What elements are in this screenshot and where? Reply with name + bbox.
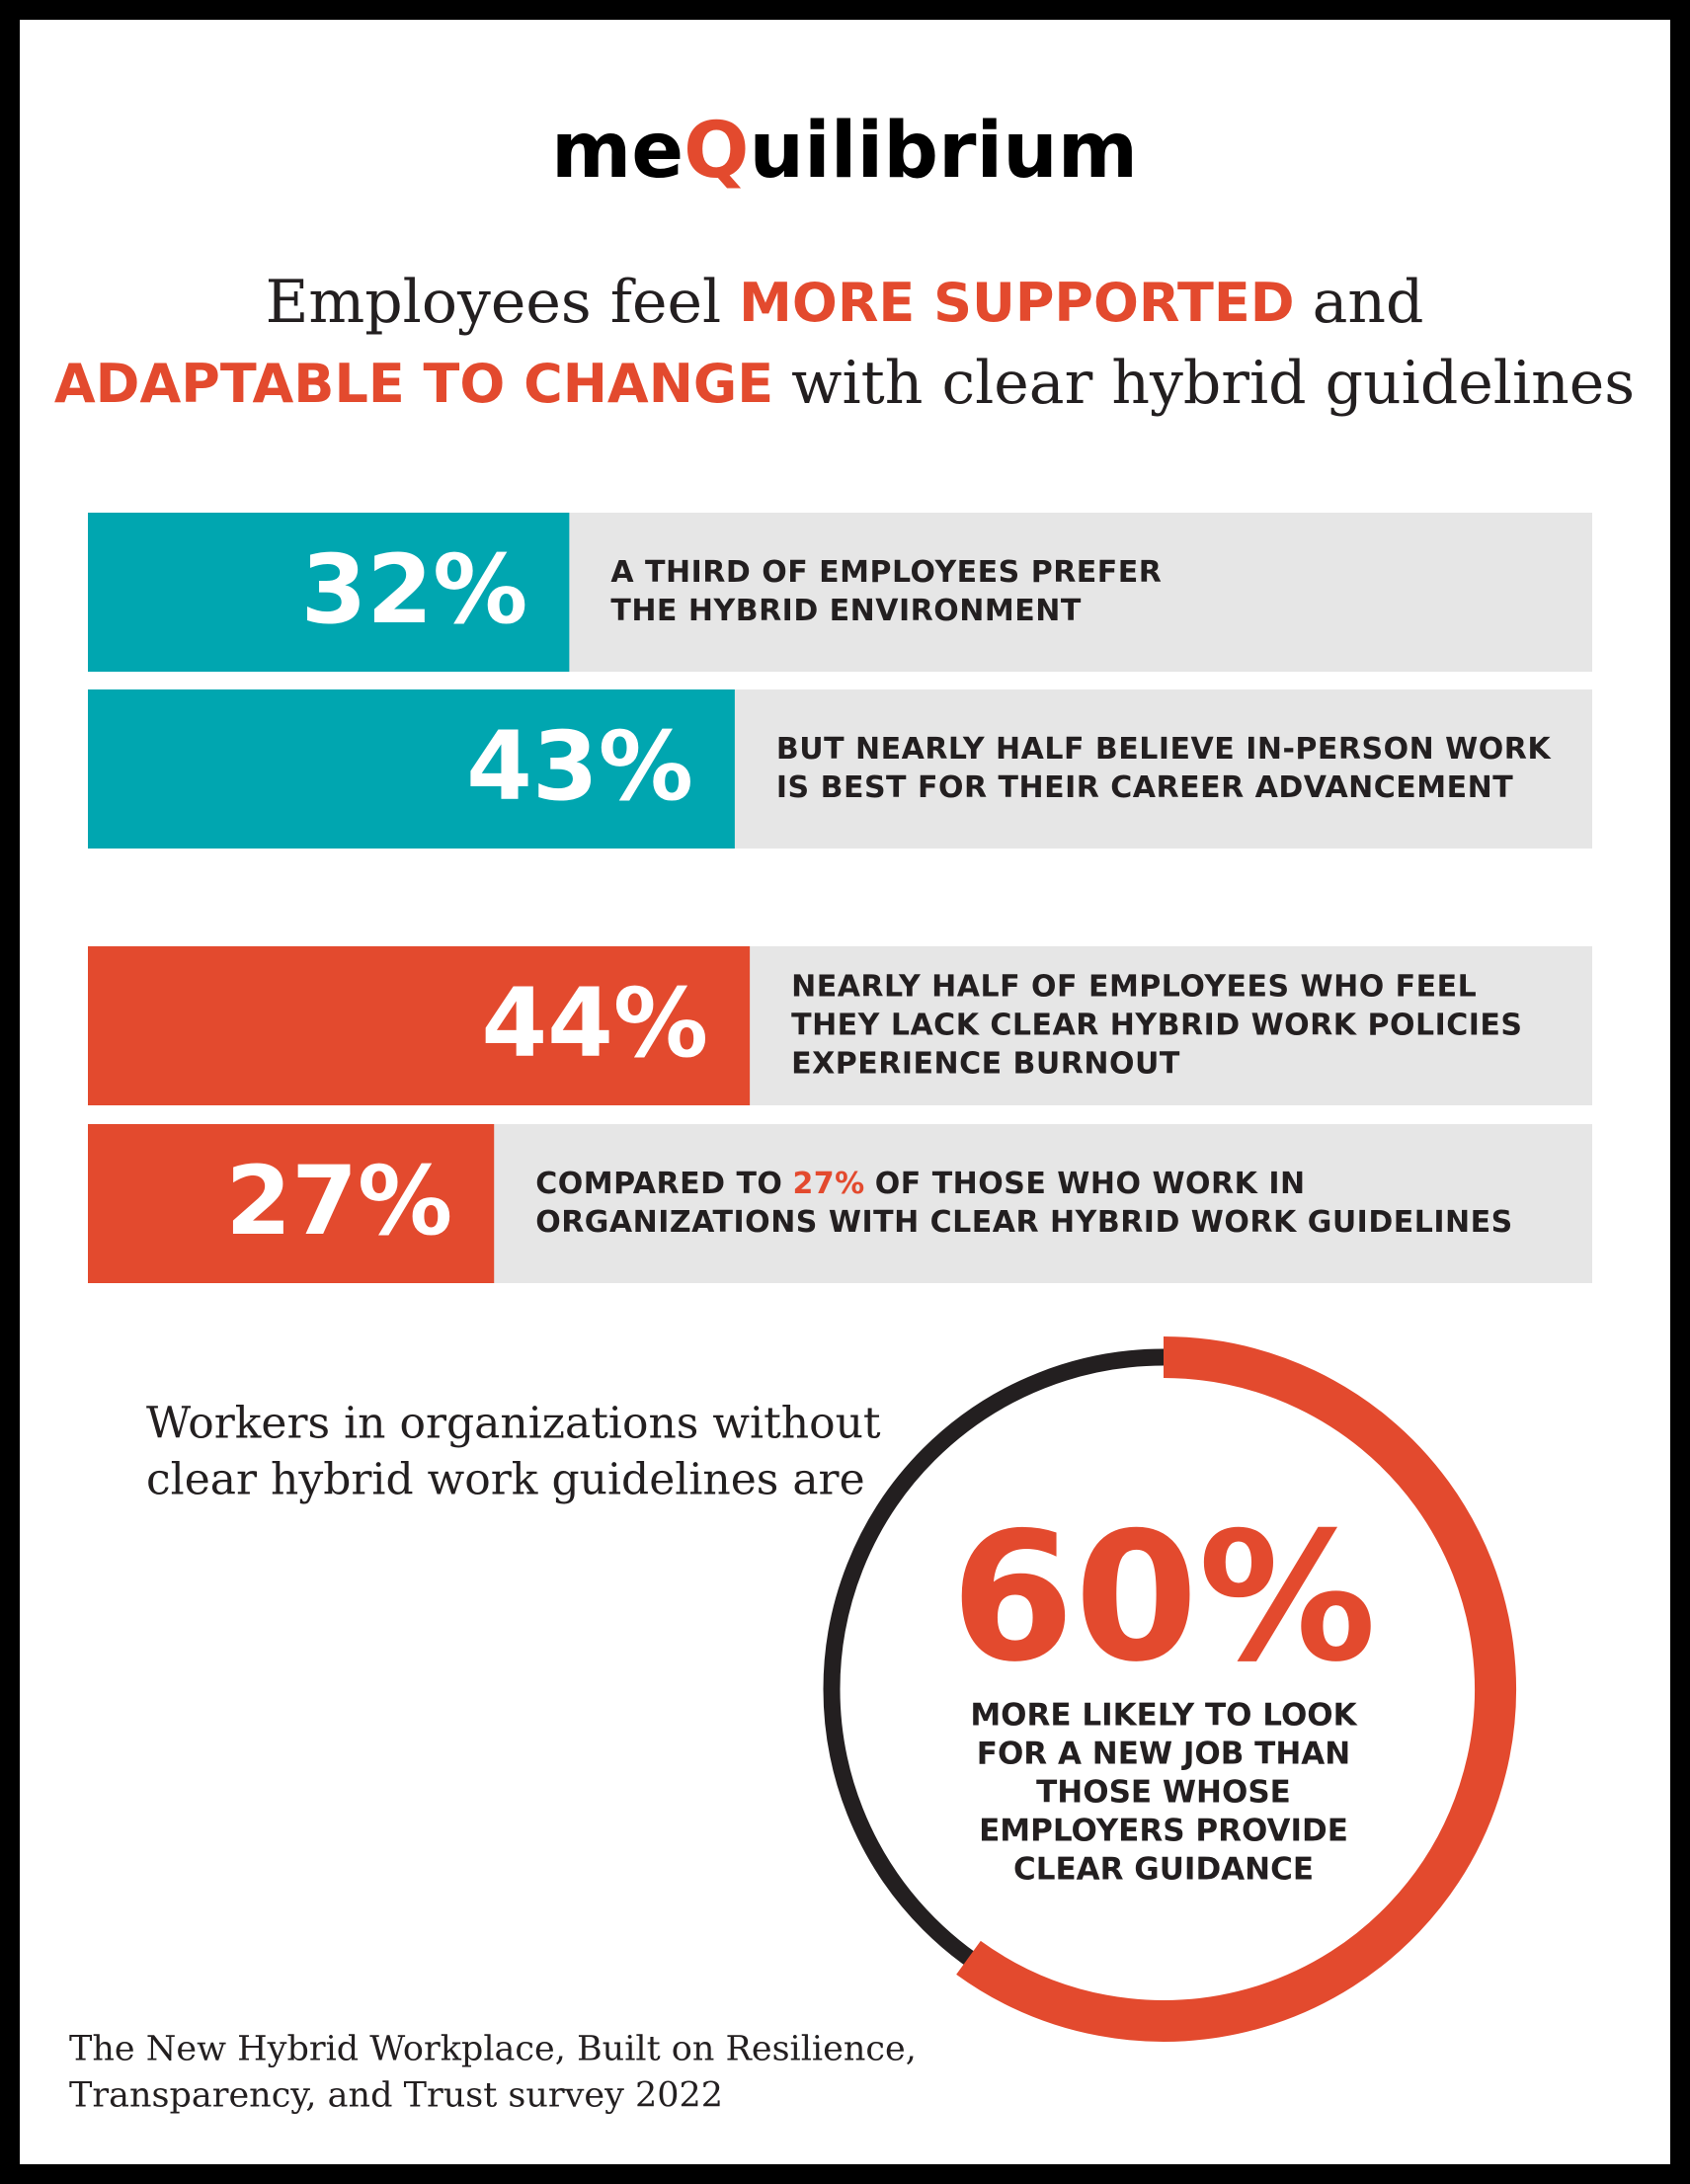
text-segment: A THIRD OF EMPLOYEES PREFER bbox=[610, 555, 1162, 590]
logo: meQuilibrium bbox=[551, 107, 1138, 196]
text-segment: EXPERIENCE BURNOUT bbox=[791, 1046, 1180, 1081]
logo-part: me bbox=[551, 107, 684, 196]
intro-text: Workers in organizations without bbox=[146, 1399, 881, 1449]
ring-caption: EMPLOYERS PROVIDE bbox=[979, 1814, 1348, 1849]
bar-value-label: 32% bbox=[301, 534, 528, 645]
ring-arc bbox=[956, 1336, 1516, 2042]
text-line: A THIRD OF EMPLOYEES PREFER bbox=[610, 555, 1162, 590]
emphasis-text: MORE SUPPORTED bbox=[739, 272, 1294, 334]
bar bbox=[88, 946, 751, 1105]
bar-value-label: 27% bbox=[225, 1146, 452, 1256]
bar-value-label: 43% bbox=[466, 711, 693, 822]
text-segment: with clear hybrid guidelines bbox=[791, 349, 1635, 418]
text-line: THEY LACK CLEAR HYBRID WORK POLICIES bbox=[791, 1008, 1522, 1042]
text-segment: OF THOSE WHO WORK IN bbox=[875, 1167, 1306, 1201]
logo-part: uilibrium bbox=[749, 107, 1138, 196]
text-segment: NEARLY HALF OF EMPLOYEES WHO FEEL bbox=[791, 969, 1477, 1004]
text-line: COMPARED TO 27% OF THOSE WHO WORK IN bbox=[535, 1167, 1305, 1201]
text-segment: and bbox=[1313, 268, 1424, 337]
ring-caption: MORE LIKELY TO LOOK bbox=[970, 1698, 1357, 1734]
ring-caption: CLEAR GUIDANCE bbox=[1013, 1852, 1314, 1888]
logo-part: Q bbox=[684, 107, 749, 196]
text-line: BUT NEARLY HALF BELIEVE IN-PERSON WORK bbox=[776, 732, 1552, 767]
text-line: Employees feel MORE SUPPORTED and bbox=[266, 268, 1424, 337]
emphasis-text: 27% bbox=[792, 1167, 864, 1201]
text-segment: COMPARED TO bbox=[535, 1167, 782, 1201]
source-text: Transparency, and Trust survey 2022 bbox=[69, 2076, 723, 2116]
text-segment: THEY LACK CLEAR HYBRID WORK POLICIES bbox=[791, 1008, 1522, 1042]
text-line: IS BEST FOR THEIR CAREER ADVANCEMENT bbox=[776, 770, 1513, 805]
emphasis-text: ADAPTABLE TO CHANGE bbox=[54, 353, 773, 415]
text-line: NEARLY HALF OF EMPLOYEES WHO FEEL bbox=[791, 969, 1477, 1004]
ring-value-label: 60% bbox=[951, 1495, 1377, 1701]
bar-value-label: 44% bbox=[481, 968, 708, 1079]
bar bbox=[88, 689, 735, 849]
source-text: The New Hybrid Workplace, Built on Resil… bbox=[69, 2030, 917, 2069]
text-line: ADAPTABLE TO CHANGE with clear hybrid gui… bbox=[54, 349, 1635, 418]
intro-text: clear hybrid work guidelines are bbox=[146, 1455, 865, 1505]
ring-caption: FOR A NEW JOB THAN bbox=[977, 1737, 1350, 1772]
text-line: ORGANIZATIONS WITH CLEAR HYBRID WORK GUI… bbox=[535, 1205, 1513, 1240]
text-segment: ORGANIZATIONS WITH CLEAR HYBRID WORK GUI… bbox=[535, 1205, 1513, 1240]
text-segment: IS BEST FOR THEIR CAREER ADVANCEMENT bbox=[776, 770, 1513, 805]
text-segment: Employees feel bbox=[266, 268, 722, 337]
bar bbox=[88, 1124, 495, 1283]
text-line: EXPERIENCE BURNOUT bbox=[791, 1046, 1180, 1081]
ring-caption: THOSE WHOSE bbox=[1036, 1775, 1291, 1811]
bar bbox=[88, 513, 570, 672]
text-segment: BUT NEARLY HALF BELIEVE IN-PERSON WORK bbox=[776, 732, 1552, 767]
text-line: THE HYBRID ENVIRONMENT bbox=[610, 594, 1081, 628]
text-segment: THE HYBRID ENVIRONMENT bbox=[610, 594, 1081, 628]
